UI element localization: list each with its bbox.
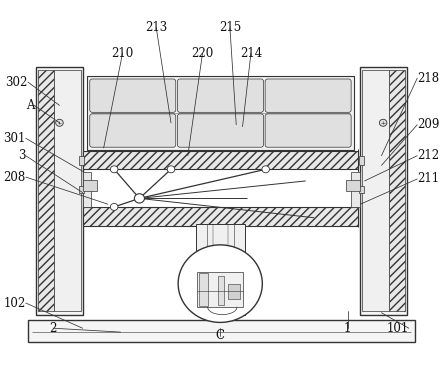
Circle shape — [262, 166, 269, 173]
Text: A: A — [26, 99, 34, 112]
Bar — [197, 272, 243, 307]
Bar — [362, 70, 389, 311]
Text: 215: 215 — [219, 21, 241, 34]
Bar — [82, 207, 358, 226]
FancyBboxPatch shape — [178, 79, 264, 112]
Text: 302: 302 — [5, 75, 28, 89]
FancyBboxPatch shape — [178, 114, 264, 147]
Text: 210: 210 — [112, 47, 134, 60]
Text: 101: 101 — [387, 322, 409, 335]
Text: 218: 218 — [417, 72, 439, 85]
Text: 208: 208 — [4, 170, 26, 184]
Bar — [199, 273, 208, 306]
Bar — [228, 284, 240, 299]
Bar — [196, 224, 245, 315]
Bar — [346, 180, 361, 191]
Bar — [82, 172, 91, 207]
Bar — [351, 172, 360, 207]
Text: 102: 102 — [4, 296, 26, 310]
Circle shape — [178, 245, 262, 322]
FancyBboxPatch shape — [90, 114, 176, 147]
Bar — [359, 156, 364, 165]
Bar — [82, 180, 97, 191]
Bar — [79, 156, 84, 165]
Circle shape — [110, 166, 118, 173]
Text: 214: 214 — [240, 47, 262, 60]
Bar — [389, 70, 405, 311]
Text: 212: 212 — [417, 149, 439, 162]
FancyBboxPatch shape — [90, 79, 176, 112]
Bar — [79, 186, 84, 193]
Bar — [38, 70, 54, 311]
Bar — [28, 321, 415, 342]
FancyBboxPatch shape — [265, 79, 351, 112]
Text: C: C — [216, 329, 225, 342]
Text: 211: 211 — [417, 172, 439, 186]
Text: 301: 301 — [4, 132, 26, 145]
Circle shape — [167, 166, 175, 173]
Text: 209: 209 — [417, 118, 439, 131]
Text: 1: 1 — [344, 322, 351, 335]
Bar — [361, 67, 407, 315]
Circle shape — [56, 119, 63, 126]
Circle shape — [110, 203, 118, 210]
Bar — [82, 151, 358, 169]
Bar — [36, 67, 82, 315]
Text: 220: 220 — [191, 47, 214, 60]
Bar — [87, 76, 354, 150]
Text: 3: 3 — [18, 149, 26, 162]
Circle shape — [379, 119, 387, 126]
Bar — [54, 70, 81, 311]
Circle shape — [134, 194, 144, 203]
FancyBboxPatch shape — [265, 114, 351, 147]
Bar — [218, 276, 225, 305]
Text: 213: 213 — [145, 21, 167, 34]
Bar — [359, 186, 364, 193]
Text: 2: 2 — [50, 322, 57, 335]
